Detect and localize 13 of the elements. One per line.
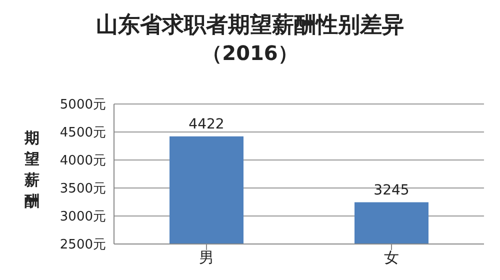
chart-title: 山东省求职者期望薪酬性别差异 (95, 12, 405, 40)
data-label: 3245 (374, 182, 410, 198)
y-tick-label: 4000元 (60, 154, 106, 169)
x-tick-label: 男 (199, 248, 214, 267)
data-label: 4422 (188, 116, 224, 132)
y-tick-label: 3500元 (60, 182, 106, 197)
x-tick-label: 女 (384, 248, 399, 267)
y-axis-title: 期望薪酬 (24, 128, 40, 212)
y-tick-label: 4500元 (60, 126, 106, 141)
y-tick-label: 2500元 (60, 238, 106, 253)
y-tick-label: 5000元 (60, 98, 106, 113)
chart-subtitle: （2016） (201, 40, 299, 67)
y-tick-label: 3000元 (60, 210, 106, 225)
